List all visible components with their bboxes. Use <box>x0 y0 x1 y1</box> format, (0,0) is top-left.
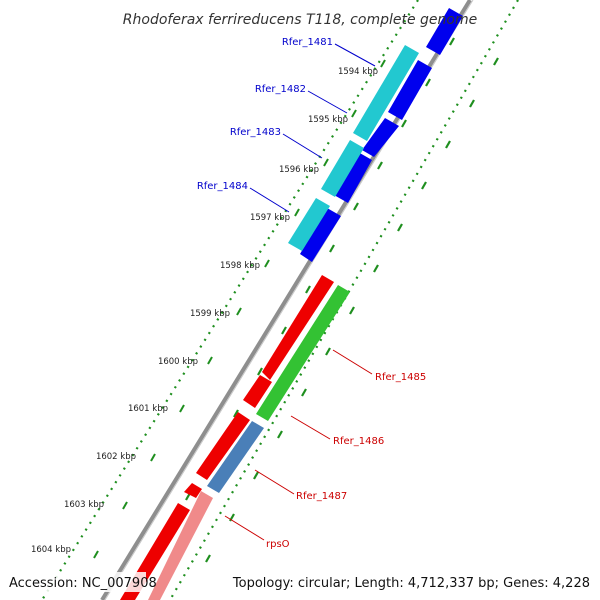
tick-label: 1600 kbp <box>158 357 198 367</box>
feature-bar <box>207 421 264 493</box>
tick-label: 1604 kbp <box>31 545 71 555</box>
tick-label: 1598 kbp <box>220 261 260 271</box>
label-leader-lines <box>224 43 376 541</box>
topology-summary: Topology: circular; Length: 4,712,337 bp… <box>232 576 590 591</box>
tick-label: 1603 kbp <box>64 500 104 510</box>
genome-title: Rhodoferax ferrireducens T118, complete … <box>123 12 477 28</box>
tick-label: 1602 kbp <box>96 452 136 462</box>
feature-bar <box>353 45 419 141</box>
feature-arrow <box>184 483 202 498</box>
accession-backdrop <box>6 572 146 592</box>
summary-backdrop <box>256 572 594 592</box>
feature-arrow <box>196 412 250 480</box>
accession-text: Accession: NC_007908 <box>9 576 157 591</box>
gene-label-rfer-1484[interactable]: Rfer_1484 <box>197 181 248 192</box>
forward-strand-cyan-features <box>288 45 419 251</box>
gene-label-rfer-1481[interactable]: Rfer_1481 <box>282 37 333 48</box>
gene-label-rfer-1483[interactable]: Rfer_1483 <box>230 127 281 138</box>
feature-bar <box>288 198 330 251</box>
feature-arrow <box>262 275 334 380</box>
feature-bar <box>321 140 364 197</box>
gene-labels: Rfer_1481 Rfer_1482 Rfer_1483 Rfer_1484 … <box>197 37 426 550</box>
gene-features-right <box>148 285 350 600</box>
feature-arrow <box>243 375 272 408</box>
feature-bar <box>256 285 350 421</box>
feature-bar <box>148 491 213 600</box>
feature-arrow <box>334 152 372 203</box>
tick-label: 1599 kbp <box>190 309 230 319</box>
gene-label-rpso[interactable]: rpsO <box>266 539 290 550</box>
tick-label: 1595 kbp <box>308 115 348 125</box>
feature-arrow <box>388 60 432 120</box>
gene-label-rfer-1487[interactable]: Rfer_1487 <box>296 491 347 502</box>
reverse-strand-red-features <box>120 275 334 600</box>
gene-label-rfer-1486[interactable]: Rfer_1486 <box>333 436 384 447</box>
inner-dotted-ring <box>41 0 419 600</box>
feature-arrow <box>362 118 399 157</box>
kbp-tick-labels: 1594 kbp 1595 kbp 1596 kbp 1597 kbp 1598… <box>31 67 378 555</box>
tick-label: 1597 kbp <box>250 213 290 223</box>
feature-arrow <box>426 8 463 55</box>
outer-tick-dashes <box>205 57 499 563</box>
tick-label: 1596 kbp <box>279 165 319 175</box>
tick-label: 1594 kbp <box>338 67 378 77</box>
gene-label-rfer-1482[interactable]: Rfer_1482 <box>255 84 306 95</box>
forward-strand-blue-features <box>300 8 463 262</box>
feature-arrow <box>300 208 341 262</box>
gene-label-rfer-1485[interactable]: Rfer_1485 <box>375 372 426 383</box>
kbp-tick-marks <box>93 59 386 559</box>
tick-label: 1601 kbp <box>128 404 168 414</box>
